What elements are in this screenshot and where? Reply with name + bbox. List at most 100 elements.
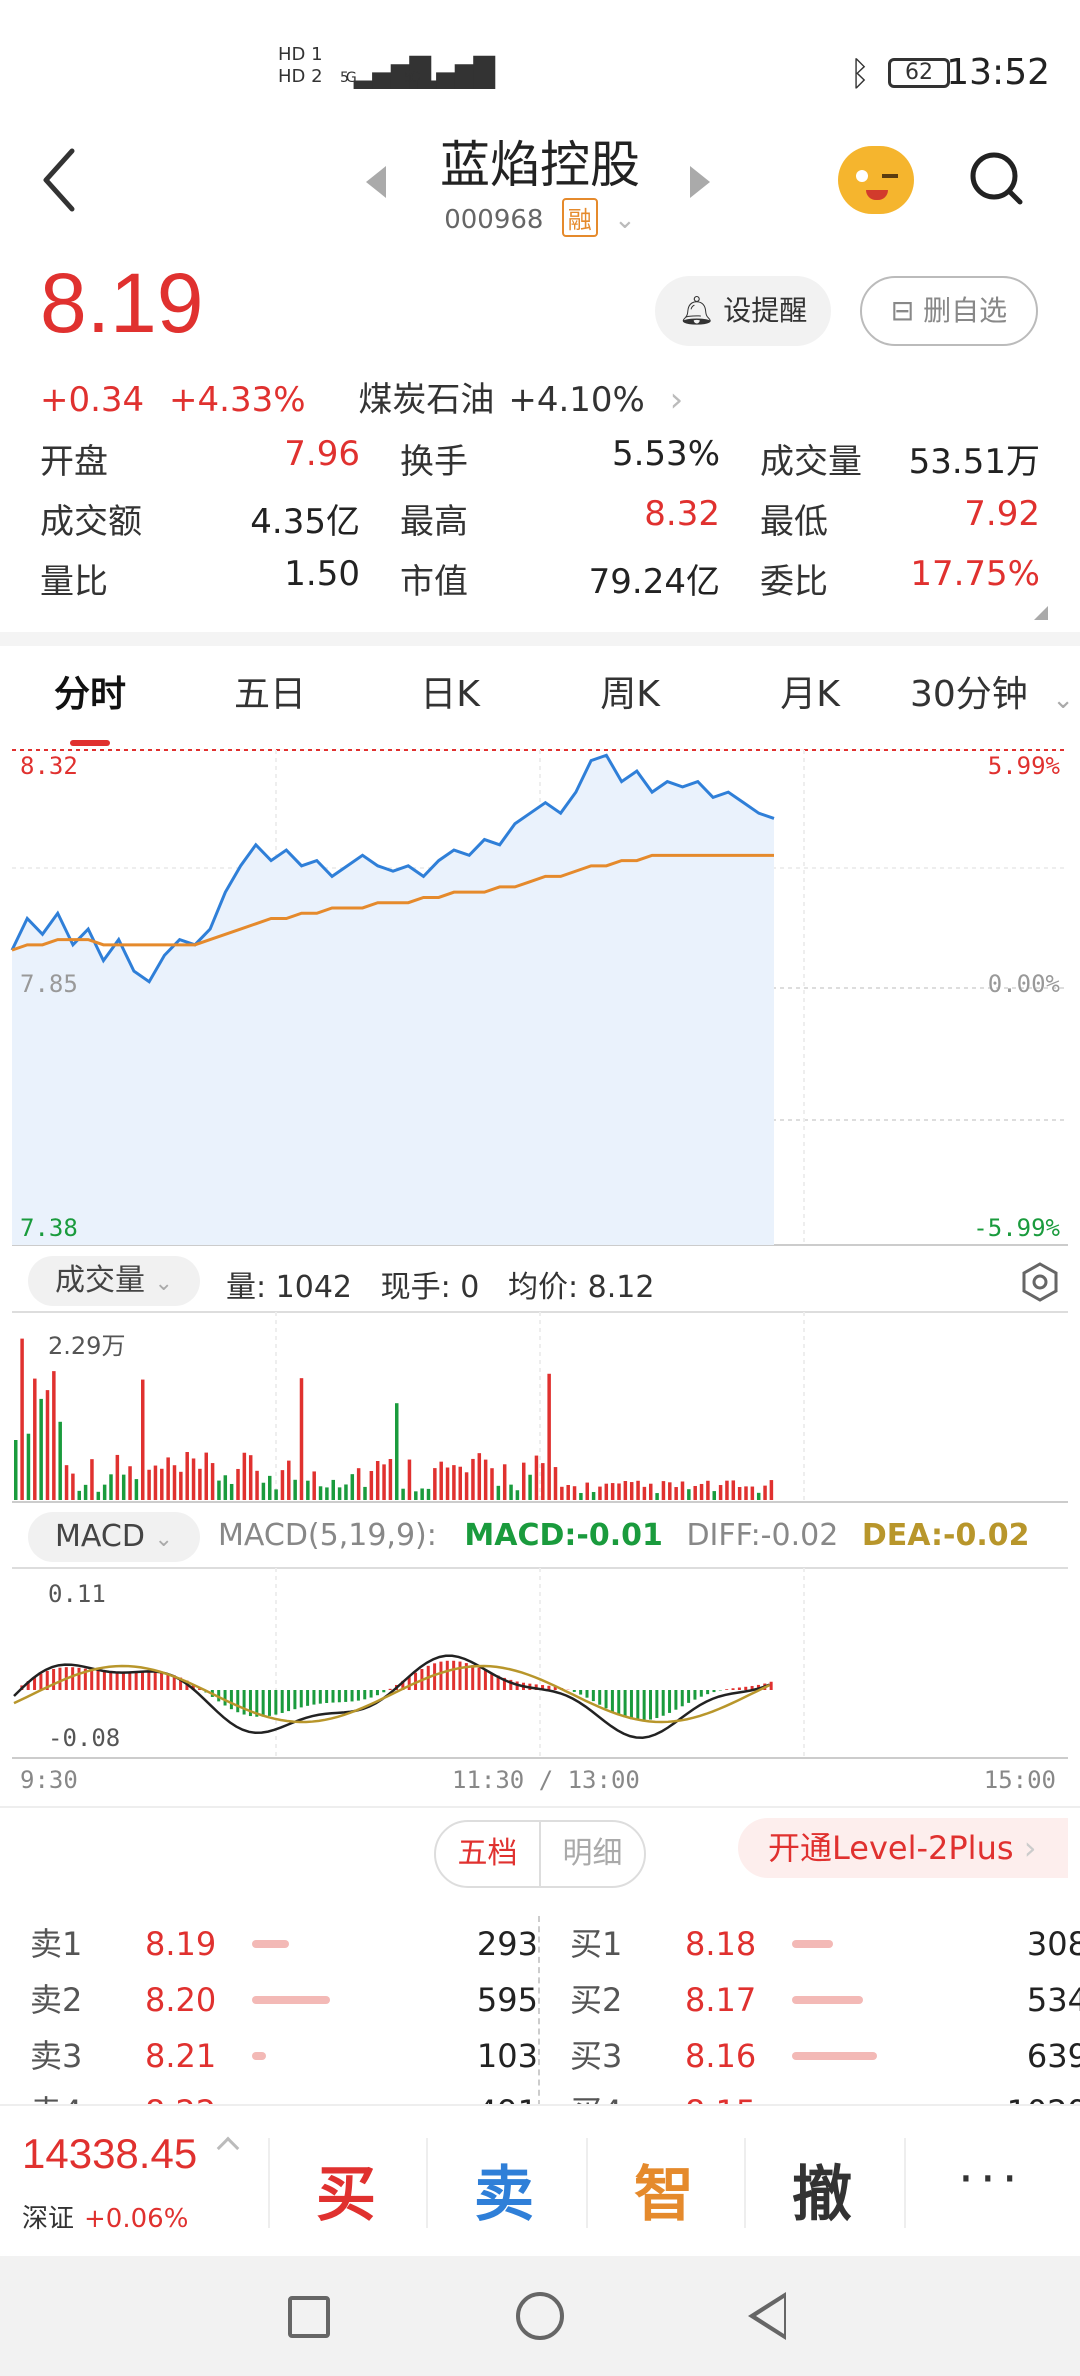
- level-qty: 293: [476, 1925, 538, 1963]
- price-high-label: 8.32: [20, 752, 78, 780]
- prev-stock-icon[interactable]: [366, 166, 386, 198]
- volume-indicator-select[interactable]: 成交量 ⌄: [28, 1256, 200, 1306]
- level-qty: 534: [1026, 1981, 1080, 2019]
- macd-bar: [242, 1690, 246, 1715]
- volume-bar: [223, 1475, 228, 1500]
- volume-bar: [769, 1480, 774, 1500]
- stat-label: 委比: [760, 561, 828, 602]
- search-icon[interactable]: [968, 150, 1024, 206]
- sector-link[interactable]: 煤炭石油 +4.10% ›: [358, 380, 684, 420]
- index-value[interactable]: 14338.45: [22, 2130, 198, 2177]
- tab-five-levels[interactable]: 五档: [436, 1822, 541, 1886]
- macd-bar: [153, 1672, 157, 1690]
- change-row: +0.34 +4.33% 煤炭石油 +4.10% ›: [40, 372, 711, 421]
- tab-five-day[interactable]: 五日: [233, 674, 306, 715]
- next-stock-icon[interactable]: [690, 166, 710, 198]
- volume-bar: [141, 1379, 145, 1500]
- macd-bar: [280, 1690, 284, 1713]
- volume-bar: [515, 1490, 520, 1500]
- macd-bar: [572, 1690, 576, 1692]
- smart-button[interactable]: 智: [634, 2160, 694, 2230]
- macd-bar: [439, 1661, 443, 1690]
- level-price: 8.17: [685, 1981, 757, 2019]
- back-icon[interactable]: [40, 145, 80, 215]
- macd-bar: [477, 1667, 481, 1690]
- volume-bar: [534, 1455, 539, 1500]
- stat-cell: 成交额 4.35亿: [40, 494, 400, 543]
- tab-30min[interactable]: 30分钟: [910, 674, 1028, 715]
- stat-cell: 最低 7.92: [760, 494, 1040, 543]
- macd-bottom-label: -0.08: [48, 1724, 121, 1752]
- macd-bar: [121, 1672, 125, 1690]
- price-area: [12, 755, 774, 1245]
- macd-bar: [45, 1670, 49, 1690]
- stat-label: 开盘: [40, 441, 108, 482]
- macd-bar: [356, 1690, 360, 1701]
- macd-bar: [90, 1669, 94, 1690]
- set-alert-button[interactable]: 🔔︎ 设提醒: [655, 276, 831, 346]
- volume-bar: [414, 1491, 418, 1500]
- level-label: 买2: [570, 1981, 623, 2019]
- expand-corner-icon[interactable]: [1034, 606, 1048, 620]
- home-icon[interactable]: [516, 2292, 564, 2340]
- stat-cell: 市值 79.24亿: [400, 554, 760, 603]
- mascot-icon[interactable]: [838, 146, 914, 214]
- stat-value: 8.32: [644, 493, 720, 534]
- remove-watchlist-button[interactable]: ⊟ 删自选: [860, 276, 1038, 346]
- macd-chart: [13, 1654, 773, 1739]
- bluetooth-icon: ᛒ: [849, 54, 870, 94]
- macd-bar: [433, 1663, 437, 1690]
- volume-bar: [464, 1472, 469, 1500]
- volume-bar: [395, 1403, 399, 1500]
- volume-bar: [261, 1482, 266, 1500]
- tab-weekly-k[interactable]: 周K: [600, 674, 660, 715]
- macd-top-label: 0.11: [48, 1580, 106, 1608]
- volume-bar: [610, 1483, 615, 1500]
- stock-code-row[interactable]: 000968 融 ⌄: [0, 198, 1080, 237]
- sell-level-row[interactable]: 卖3 8.21 103: [30, 2028, 538, 2084]
- volume-bar: [375, 1460, 380, 1500]
- stat-value: 4.35亿: [250, 501, 360, 542]
- time-mid-label: 11:30 / 13:00: [452, 1766, 640, 1794]
- stat-label: 市值: [400, 561, 468, 602]
- tab-intraday[interactable]: 分时: [0, 660, 180, 746]
- volume-bar: [115, 1454, 120, 1500]
- stat-cell: 量比 1.50: [40, 554, 400, 603]
- gear-icon[interactable]: [1020, 1262, 1060, 1302]
- tab-detail[interactable]: 明细: [562, 1836, 623, 1871]
- level2-upgrade-button[interactable]: 开通Level-2Plus ›: [738, 1818, 1068, 1878]
- buy-button[interactable]: 买: [316, 2160, 376, 2230]
- recent-apps-icon[interactable]: [288, 2296, 330, 2338]
- price-change: +0.34: [40, 380, 145, 420]
- macd-bar: [388, 1688, 392, 1690]
- macd-indicator-select[interactable]: MACD ⌄: [28, 1512, 200, 1562]
- level-volume-bar: [792, 1996, 864, 2004]
- cancel-order-button[interactable]: 撤: [792, 2160, 852, 2230]
- more-icon[interactable]: ···: [958, 2150, 1024, 2208]
- price-line: [10, 753, 775, 984]
- signal-icon-2: 5G▂▄▆█: [404, 56, 495, 89]
- macd-bar: [128, 1672, 132, 1690]
- volume-bar: [687, 1489, 691, 1500]
- buy-level-row[interactable]: 买3 8.16 639: [570, 2028, 1080, 2084]
- volume-bar: [566, 1485, 570, 1500]
- macd-bar: [585, 1690, 589, 1698]
- buy-level-row[interactable]: 买2 8.17 534: [570, 1972, 1080, 2028]
- sell-level-row[interactable]: 卖2 8.20 595: [30, 1972, 538, 2028]
- stock-code: 000968: [444, 205, 544, 235]
- level-price: 8.21: [145, 2037, 217, 2075]
- stat-value: 53.51万: [908, 441, 1040, 482]
- volume-bar: [280, 1470, 285, 1500]
- macd-bar: [147, 1672, 151, 1690]
- chevron-down-icon[interactable]: ⌄: [1052, 685, 1074, 715]
- level-label: 卖3: [30, 2037, 83, 2075]
- intraday-chart[interactable]: [0, 740, 1080, 1785]
- tab-monthly-k[interactable]: 月K: [780, 674, 840, 715]
- sell-button[interactable]: 卖: [474, 2160, 534, 2230]
- macd-bar: [350, 1690, 354, 1702]
- macd-bar: [452, 1660, 456, 1690]
- macd-bar: [604, 1690, 608, 1709]
- buy-level-row[interactable]: 买1 8.18 308: [570, 1916, 1080, 1972]
- tab-daily-k[interactable]: 日K: [420, 674, 480, 715]
- sell-level-row[interactable]: 卖1 8.19 293: [30, 1916, 538, 1972]
